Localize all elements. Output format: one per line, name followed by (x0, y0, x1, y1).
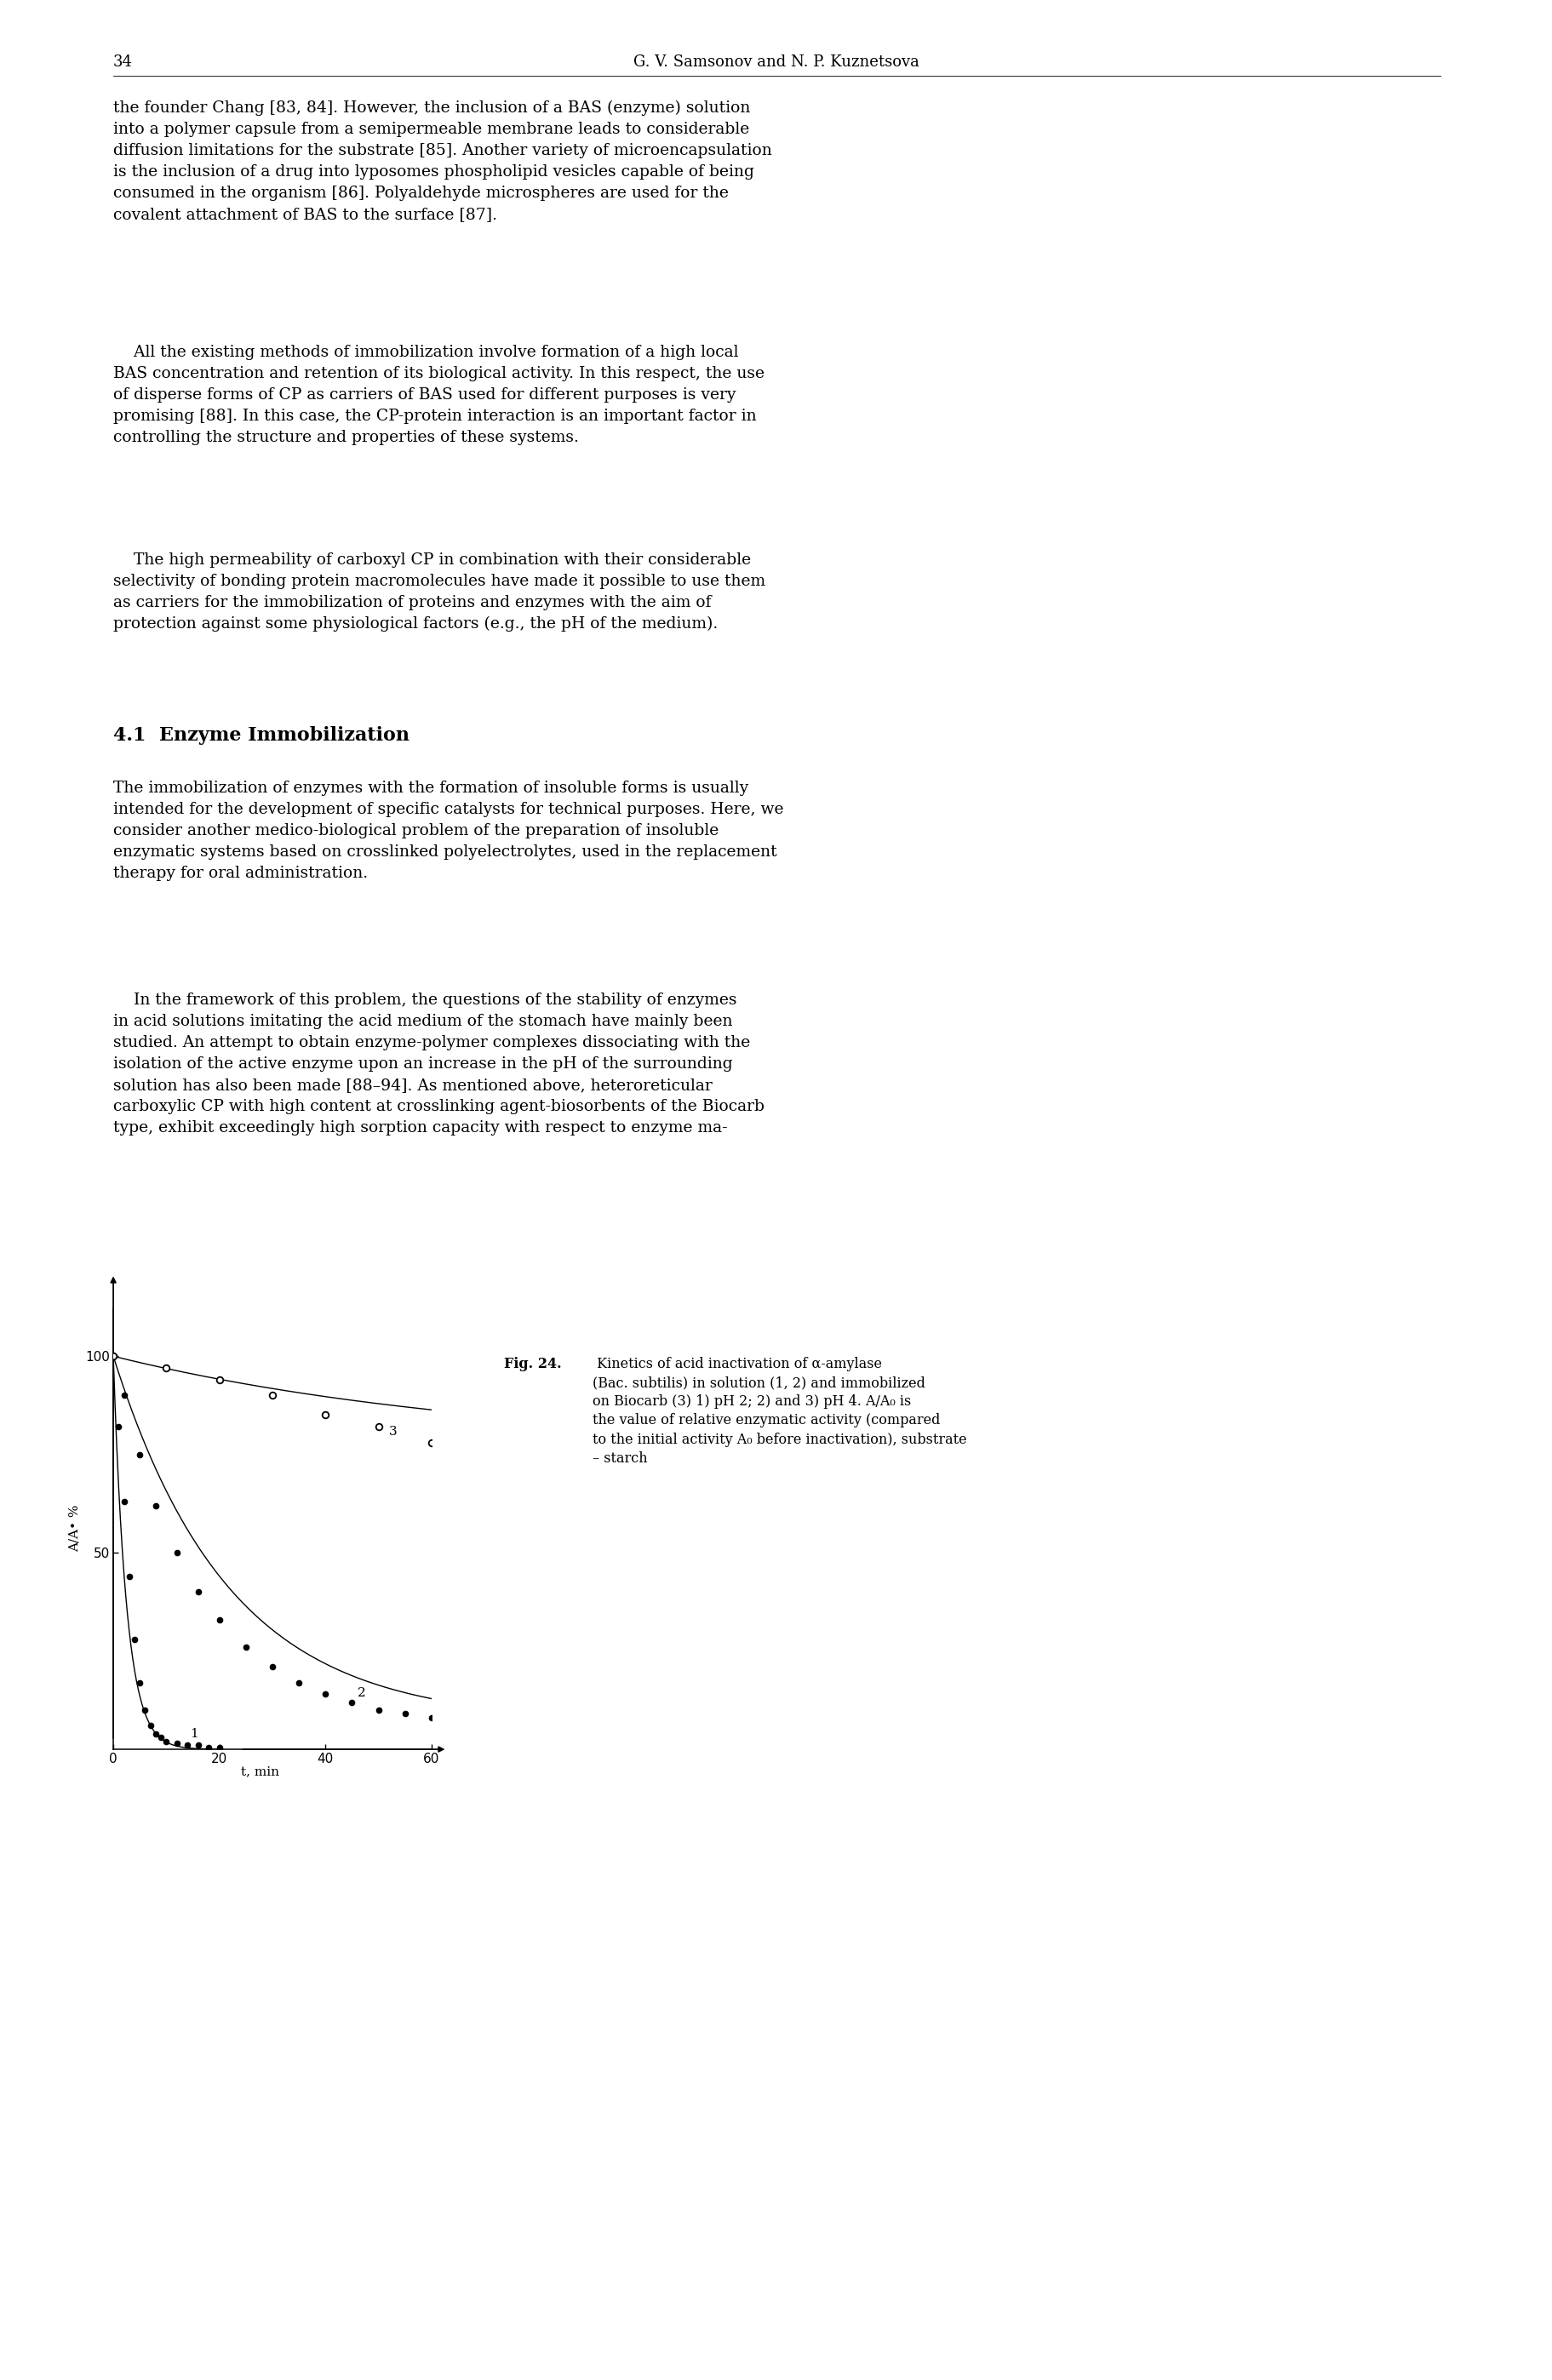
Text: A/A• %: A/A• % (68, 1504, 81, 1552)
Text: 2: 2 (357, 1687, 366, 1699)
Text: The high permeability of carboxyl CP in combination with their considerable
sele: The high permeability of carboxyl CP in … (113, 552, 765, 631)
Text: Kinetics of acid inactivation of α-amylase
(Bac. subtilis) in solution (1, 2) an: Kinetics of acid inactivation of α-amyla… (593, 1357, 967, 1466)
Text: t, min: t, min (241, 1766, 279, 1778)
Text: All the existing methods of immobilization involve formation of a high local
BAS: All the existing methods of immobilizati… (113, 345, 765, 445)
Text: Fig. 24.: Fig. 24. (504, 1357, 562, 1371)
Text: 34: 34 (113, 55, 133, 69)
Text: G. V. Samsonov and N. P. Kuznetsova: G. V. Samsonov and N. P. Kuznetsova (633, 55, 919, 69)
Text: The immobilization of enzymes with the formation of insoluble forms is usually
i: The immobilization of enzymes with the f… (113, 781, 784, 881)
Text: 3: 3 (390, 1426, 397, 1438)
Text: In the framework of this problem, the questions of the stability of enzymes
in a: In the framework of this problem, the qu… (113, 992, 765, 1135)
Text: the founder Chang [83, 84]. However, the inclusion of a BAS (enzyme) solution
in: the founder Chang [83, 84]. However, the… (113, 100, 771, 221)
Text: 1: 1 (191, 1728, 199, 1740)
Text: 4.1  Enzyme Immobilization: 4.1 Enzyme Immobilization (113, 726, 410, 745)
